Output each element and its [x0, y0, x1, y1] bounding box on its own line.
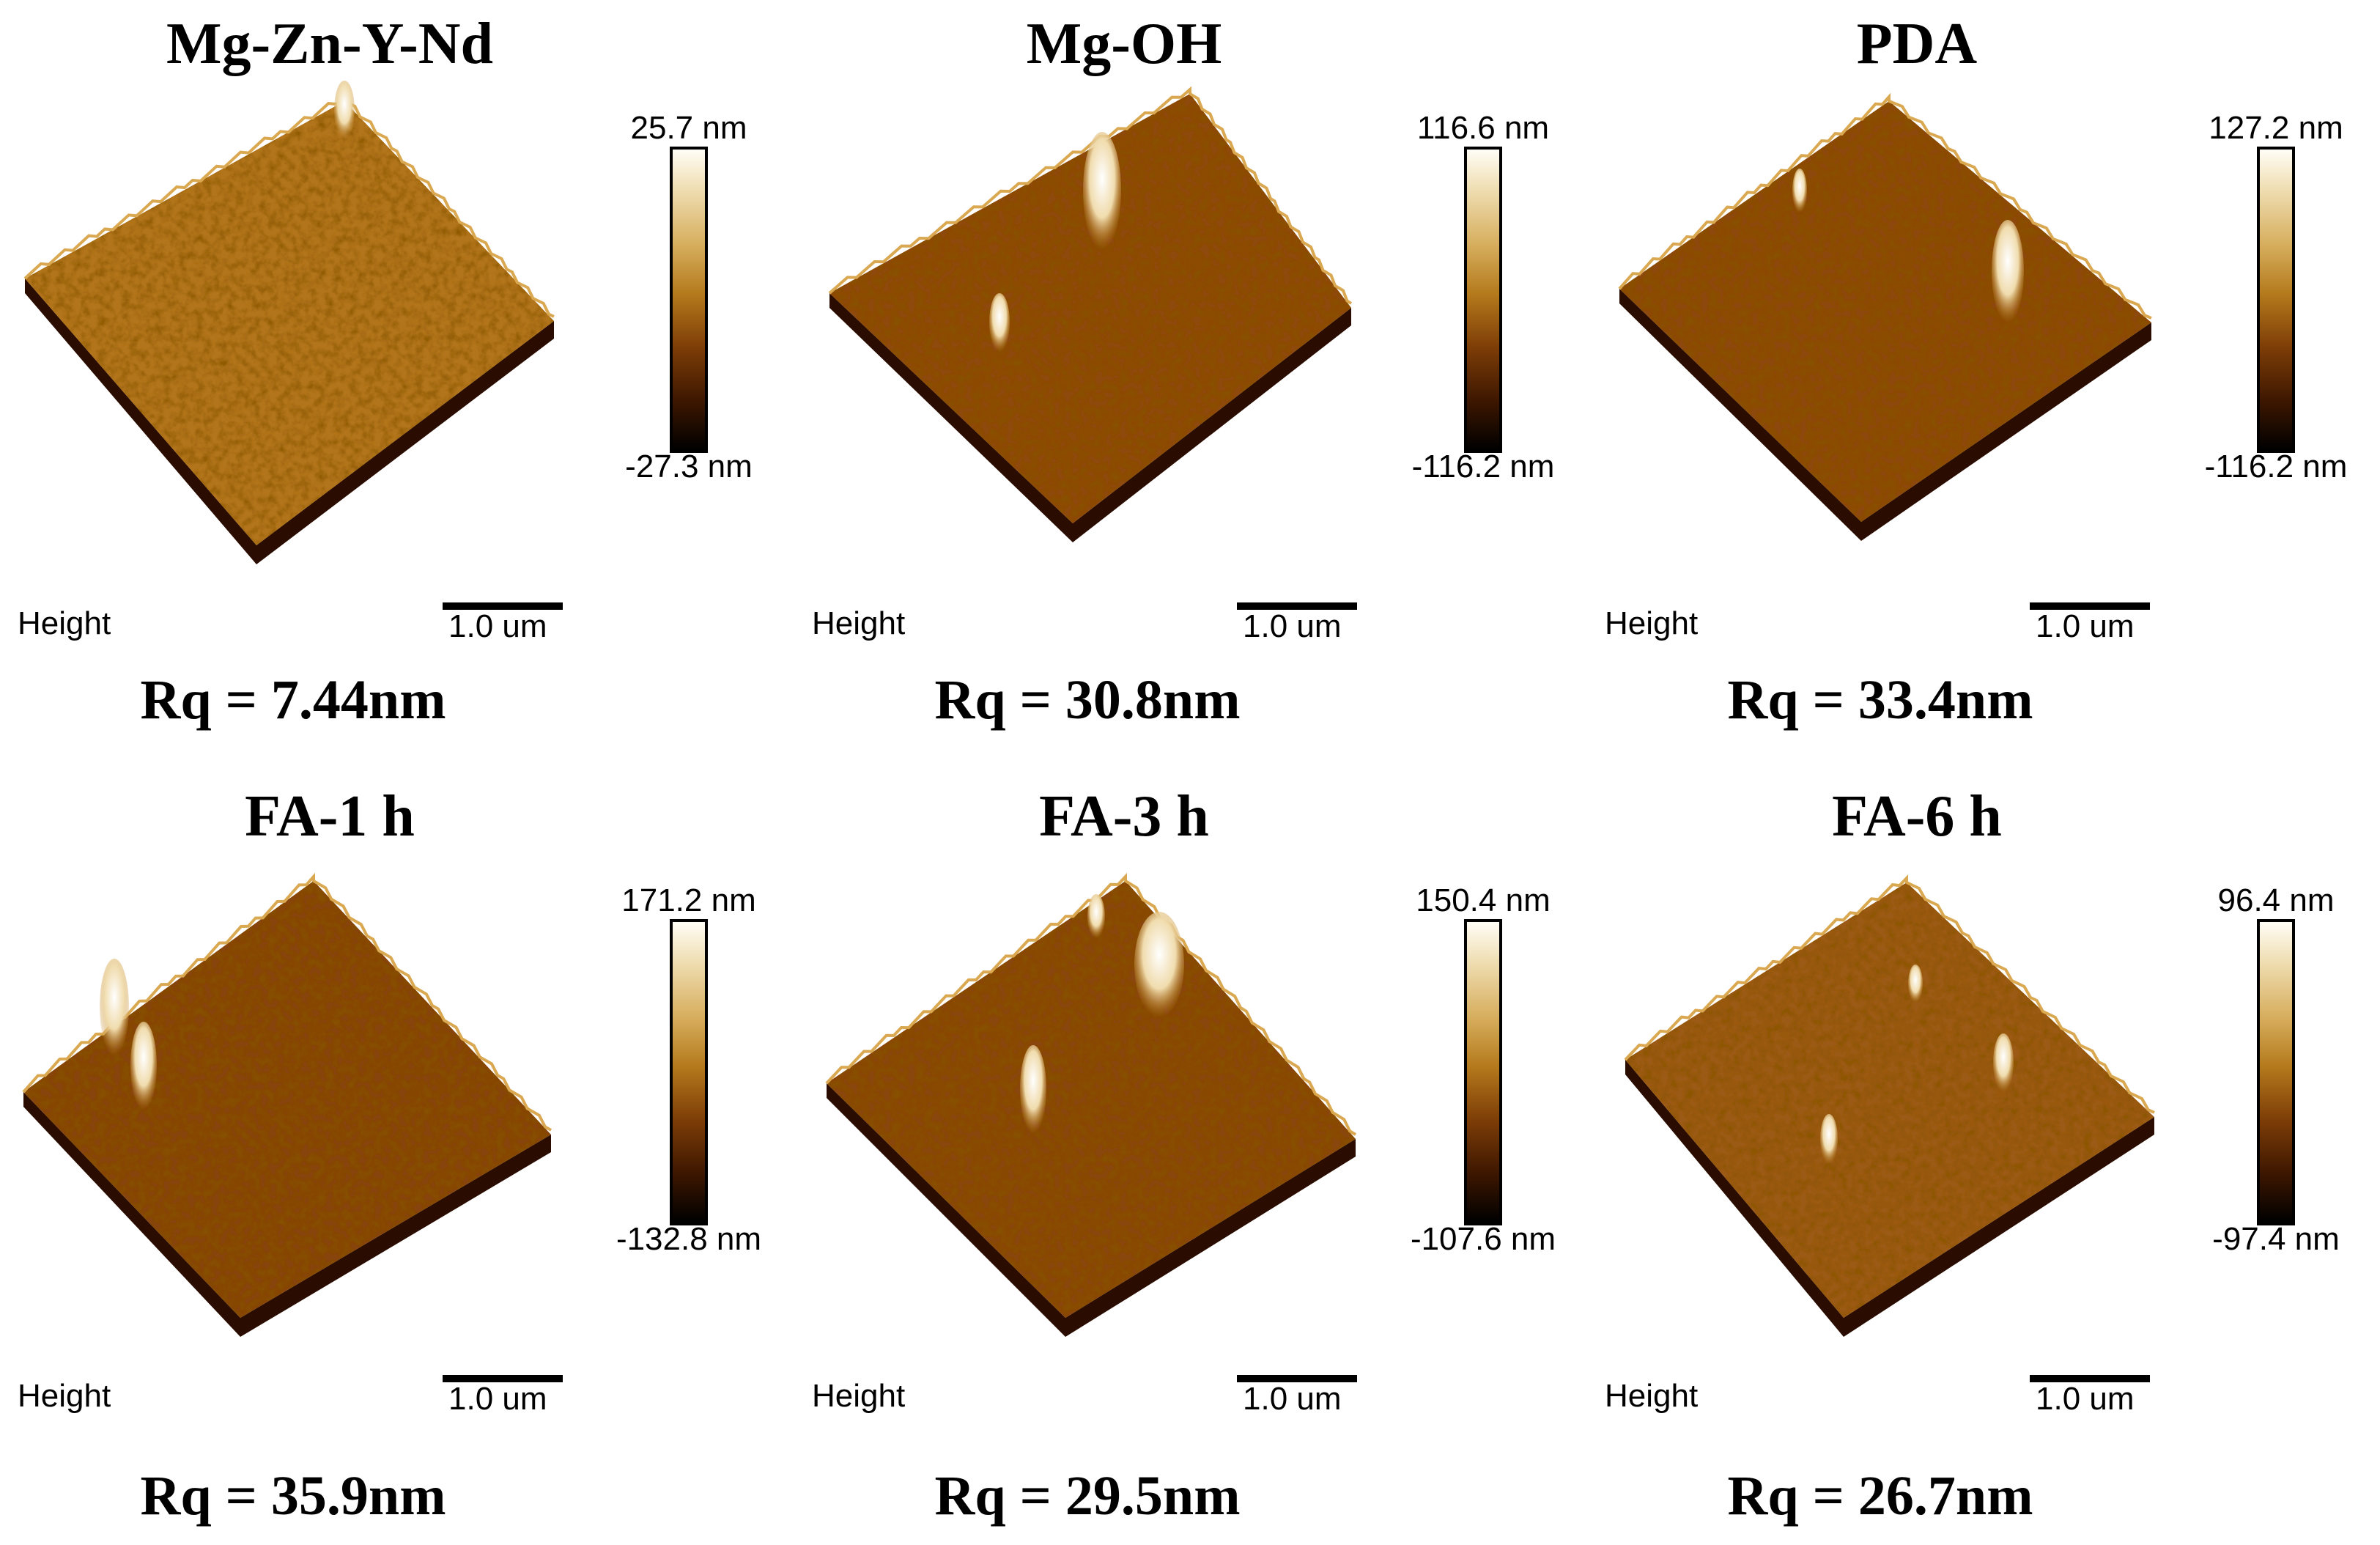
panel-title: Mg-OH [1026, 12, 1222, 76]
colorbar-max-label: 171.2 nm [621, 882, 756, 918]
scale-bar-label: 1.0 um [2036, 608, 2135, 644]
rq-roughness-value: Rq = 30.8nm [934, 669, 1241, 731]
scale-bar-label: 1.0 um [448, 1381, 547, 1417]
channel-label: Height [18, 1378, 111, 1414]
surface-peak [100, 959, 129, 1055]
afm-panel: FA-1 h 171.2 nm -132.8 nm Height 1.0 um Rq = … [0, 772, 793, 1545]
colorbar-max-label: 96.4 nm [2217, 882, 2335, 918]
surface-topography [1619, 101, 2151, 522]
surface-edge [1625, 1060, 2154, 1337]
surface-peak [1083, 132, 1121, 249]
channel-label: Height [1605, 1378, 1699, 1414]
surface-topography [23, 881, 551, 1318]
afm-surface-image [22, 872, 552, 1337]
channel-label: Height [812, 1378, 906, 1414]
afm-panel: PDA 127.2 nm -116.2 nm Height 1.0 um Rq = 33.… [1587, 0, 2380, 772]
colorbar-max-label: 127.2 nm [2209, 110, 2343, 146]
rq-roughness-value: Rq = 7.44nm [140, 669, 446, 731]
afm-panel: FA-6 h 96.4 nm -97.4 nm Height 1.0 um Rq = 26… [1587, 772, 2380, 1545]
surface-topography [1625, 882, 2154, 1318]
surface-peak [1820, 1114, 1838, 1164]
height-colorbar [1464, 147, 1502, 453]
colorbar-min-label: -27.3 nm [625, 449, 753, 484]
panel-title: FA-3 h [1039, 784, 1209, 849]
surface-ridge [828, 86, 1353, 305]
colorbar-min-label: -97.4 nm [2212, 1221, 2340, 1257]
afm-panel: Mg-OH 116.6 nm -116.2 nm Height 1.0 um Rq = 3… [794, 0, 1587, 772]
afm-surface-image [828, 86, 1353, 542]
surface-ridge [1624, 874, 2155, 1114]
surface-topography [827, 881, 1356, 1318]
panel-title: FA-1 h [245, 784, 415, 849]
panel-title: PDA [1856, 12, 1978, 76]
colorbar-min-label: -132.8 nm [616, 1221, 762, 1257]
surface-peak [334, 81, 355, 139]
surface-peak [1992, 220, 2024, 322]
colorbar-min-label: -116.2 nm [1411, 449, 1555, 484]
scale-bar [1237, 602, 1357, 610]
afm-surface-image [23, 81, 555, 564]
scale-bar-label: 1.0 um [1243, 608, 1342, 644]
afm-surface-image [1624, 874, 2155, 1337]
height-colorbar [1464, 919, 1502, 1225]
channel-label: Height [18, 605, 111, 641]
surface-peak [989, 293, 1010, 352]
colorbar-max-label: 25.7 nm [630, 110, 747, 146]
scale-bar [1237, 1375, 1357, 1382]
height-colorbar [670, 919, 708, 1225]
height-colorbar [2257, 919, 2295, 1225]
height-colorbar [2257, 147, 2295, 453]
panel-title: Mg-Zn-Y-Nd [166, 12, 493, 76]
scale-bar [2030, 1375, 2150, 1382]
rq-roughness-value: Rq = 35.9nm [140, 1465, 446, 1527]
panel-title: FA-6 h [1832, 784, 2002, 849]
surface-peak [1792, 169, 1807, 213]
surface-peak [1087, 894, 1105, 938]
scale-bar [443, 1375, 563, 1382]
surface-peak [130, 1022, 157, 1110]
surface-peak [1993, 1033, 2014, 1092]
surface-topography [829, 94, 1351, 523]
surface-peak [1020, 1045, 1046, 1133]
surface-peak [1134, 912, 1184, 1017]
afm-surface-image [1618, 92, 2152, 541]
scale-bar-label: 1.0 um [1243, 1381, 1342, 1417]
scale-bar [2030, 602, 2150, 610]
scale-bar-label: 1.0 um [448, 608, 547, 644]
rq-roughness-value: Rq = 26.7nm [1727, 1465, 2033, 1527]
height-colorbar [670, 147, 708, 453]
rq-roughness-value: Rq = 29.5nm [934, 1465, 1241, 1527]
afm-panel: Mg-Zn-Y-Nd 25.7 nm -27.3 nm Height 1.0 um Rq … [0, 0, 793, 772]
afm-surface-image [825, 872, 1357, 1337]
surface-peak [1908, 965, 1923, 1003]
channel-label: Height [812, 605, 906, 641]
scale-bar [443, 602, 563, 610]
surface-ridge [1618, 92, 2152, 320]
colorbar-min-label: -116.2 nm [2204, 449, 2348, 484]
colorbar-max-label: 116.6 nm [1416, 110, 1550, 146]
colorbar-min-label: -107.6 nm [1410, 1221, 1556, 1257]
surface-edge [827, 1083, 1356, 1337]
surface-ridge [825, 872, 1357, 1136]
scale-bar-label: 1.0 um [2036, 1381, 2135, 1417]
channel-label: Height [1605, 605, 1699, 641]
surface-topography [25, 101, 554, 545]
afm-panel: FA-3 h 150.4 nm -107.6 nm Height 1.0 um Rq = … [794, 772, 1587, 1545]
colorbar-max-label: 150.4 nm [1416, 882, 1551, 918]
rq-roughness-value: Rq = 33.4nm [1727, 669, 2033, 731]
surface-edge [23, 1092, 551, 1337]
